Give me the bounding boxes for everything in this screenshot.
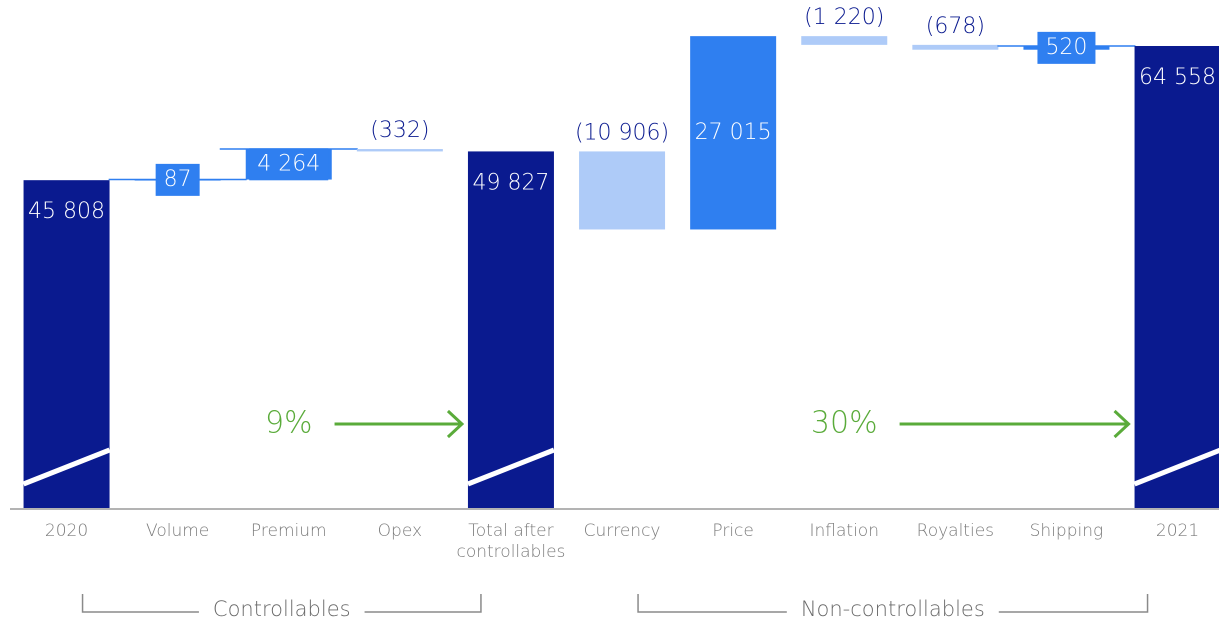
axis-break xyxy=(467,447,555,487)
value-label: 27 015 xyxy=(695,120,772,145)
value-label: 4 264 xyxy=(257,151,320,176)
value-label: 520 xyxy=(1045,35,1087,60)
x-tick-label: Volume xyxy=(146,521,210,541)
x-tick-label: Royalties xyxy=(916,521,995,541)
group-label: Controllables xyxy=(213,597,351,621)
x-tick-label: Total after controllables xyxy=(456,521,566,562)
value-label: 87 xyxy=(164,167,192,192)
bar xyxy=(579,151,666,230)
bracket xyxy=(998,594,1149,613)
label-box xyxy=(249,148,329,181)
value-label: (332) xyxy=(370,118,429,143)
bracket xyxy=(81,594,199,613)
bar xyxy=(801,36,888,45)
x-tick-label: Inflation xyxy=(809,521,879,541)
value-label: 49 827 xyxy=(472,170,549,195)
bar xyxy=(467,151,554,508)
x-tick-label: Opex xyxy=(377,521,423,541)
label-box xyxy=(155,163,200,196)
x-tick-label: Currency xyxy=(583,521,661,541)
bar xyxy=(356,149,443,152)
group-label: Non-controllables xyxy=(801,597,985,621)
annotation: 9% xyxy=(265,406,313,441)
label-box xyxy=(1037,31,1096,64)
x-tick-label: 2021 xyxy=(1155,521,1200,541)
x-tick-label: 2020 xyxy=(44,521,89,541)
bar xyxy=(690,36,777,230)
x-tick-label: Price xyxy=(712,521,754,541)
annotation: 30% xyxy=(811,406,878,441)
value-label: 64 558 xyxy=(1139,65,1216,90)
bar xyxy=(23,180,110,508)
value-label: 45 808 xyxy=(28,199,105,224)
bracket xyxy=(364,594,482,613)
arrow-head xyxy=(446,409,465,439)
bar xyxy=(912,44,999,50)
bracket xyxy=(637,594,787,613)
arrow-head xyxy=(1113,409,1131,439)
value-label: (10 906) xyxy=(575,120,669,145)
axis-break xyxy=(1133,447,1219,487)
value-label: (1 220) xyxy=(804,5,884,30)
x-tick-label: Premium xyxy=(250,521,327,541)
bar xyxy=(1134,46,1219,508)
x-tick-label: Shipping xyxy=(1029,521,1104,541)
value-label: (678) xyxy=(926,14,985,39)
axis-break xyxy=(22,447,111,487)
